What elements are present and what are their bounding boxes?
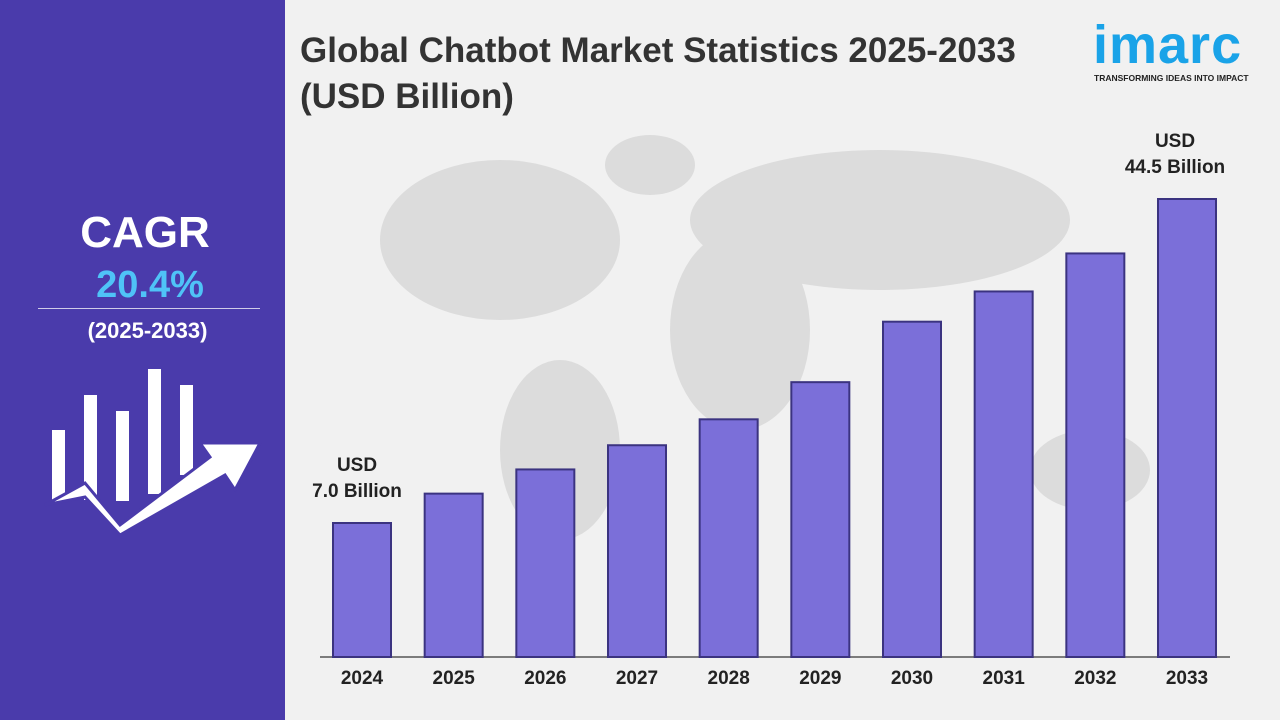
value-label: USD 44.5 Billion [1124,131,1226,178]
bar [1065,252,1126,658]
bar [790,381,851,658]
sidebar [0,0,285,720]
bar [698,418,759,658]
world-map [380,135,1150,540]
bar [607,444,667,658]
x-tick-label: 2030 [891,668,933,689]
chart-title: Global Chatbot Market Statistics 2025-20… [300,31,1016,116]
cagr-value: 20.4% [96,264,204,306]
x-tick-label: 2027 [616,668,658,689]
bar [423,492,484,658]
cagr-heading: CAGR [80,208,210,257]
bar [882,320,942,658]
x-tick-label: 2025 [433,668,476,689]
growth-icon [44,369,263,535]
x-tick-label: 2031 [983,668,1026,689]
x-tick-label: 2029 [799,668,841,689]
bar [973,290,1034,658]
x-tick-label: 2032 [1074,668,1116,689]
x-tick-label: 2028 [708,668,750,689]
divider [38,308,260,309]
logo-tagline: TRANSFORMING IDEAS INTO IMPACT [1094,73,1249,83]
x-tick-label: 2026 [524,668,566,689]
bar [1157,198,1217,658]
x-tick-label: 2024 [341,668,384,689]
cagr-period: (2025-2033) [87,318,208,343]
bar [515,468,576,658]
bar [332,522,392,658]
logo: imarc [1093,15,1243,75]
value-label: USD 7.0 Billion [312,455,402,502]
x-tick-label: 2033 [1166,668,1208,689]
